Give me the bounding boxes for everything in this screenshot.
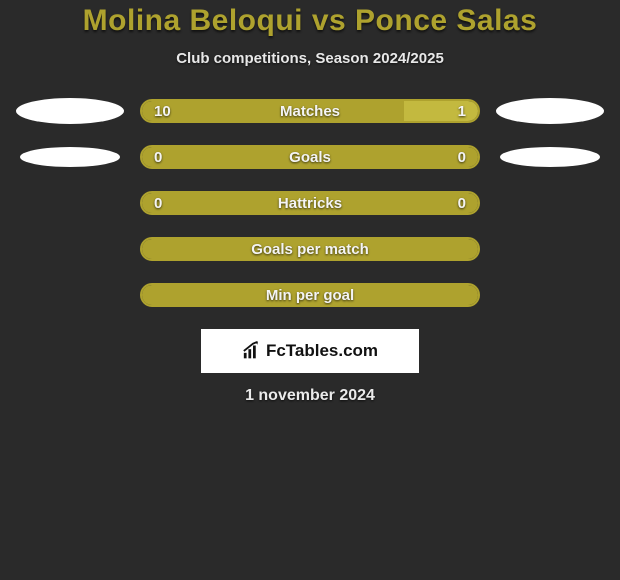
player-avatar-left: [20, 147, 120, 167]
stat-bar-left: 10: [142, 101, 404, 121]
stat-bar-right: 0: [310, 193, 478, 213]
stat-bar-left: 0: [142, 193, 310, 213]
avatar-col-right: [480, 147, 620, 167]
stat-value-left: 10: [142, 103, 183, 120]
footer-date: 1 november 2024: [0, 387, 620, 405]
stat-row: Min per goal: [0, 283, 620, 307]
stat-value-left: 0: [142, 149, 174, 166]
stat-bar-left: [142, 285, 310, 305]
avatar-col-left: [0, 147, 140, 167]
stat-value-right: 1: [446, 103, 478, 120]
stat-row: 00Goals: [0, 145, 620, 169]
stat-bar-right: 0: [310, 147, 478, 167]
stat-bar: Goals per match: [140, 237, 480, 261]
stats-area: 101Matches00Goals00HattricksGoals per ma…: [0, 99, 620, 307]
stat-bar-right: 1: [404, 101, 478, 121]
stat-bar: 00Goals: [140, 145, 480, 169]
stat-bar-left: [142, 239, 310, 259]
player-avatar-right: [500, 147, 600, 167]
stat-row: 101Matches: [0, 99, 620, 123]
stat-row: 00Hattricks: [0, 191, 620, 215]
stat-row: Goals per match: [0, 237, 620, 261]
stat-value-right: 0: [446, 195, 478, 212]
player-avatar-left: [16, 98, 124, 124]
comparison-card: Molina Beloqui vs Ponce Salas Club compe…: [0, 0, 620, 405]
stat-bar-left: 0: [142, 147, 310, 167]
branding-text: FcTables.com: [266, 341, 378, 361]
stat-value-left: 0: [142, 195, 174, 212]
stat-bar: 101Matches: [140, 99, 480, 123]
stat-value-right: 0: [446, 149, 478, 166]
stat-bar-right: [310, 285, 478, 305]
stat-bar: 00Hattricks: [140, 191, 480, 215]
chart-icon: [242, 340, 264, 362]
branding-box[interactable]: FcTables.com: [201, 329, 419, 373]
avatar-col-left: [0, 98, 140, 124]
stat-bar: Min per goal: [140, 283, 480, 307]
player-avatar-right: [496, 98, 604, 124]
stat-bar-right: [310, 239, 478, 259]
avatar-col-right: [480, 98, 620, 124]
page-title: Molina Beloqui vs Ponce Salas: [0, 4, 620, 38]
page-subtitle: Club competitions, Season 2024/2025: [0, 50, 620, 67]
